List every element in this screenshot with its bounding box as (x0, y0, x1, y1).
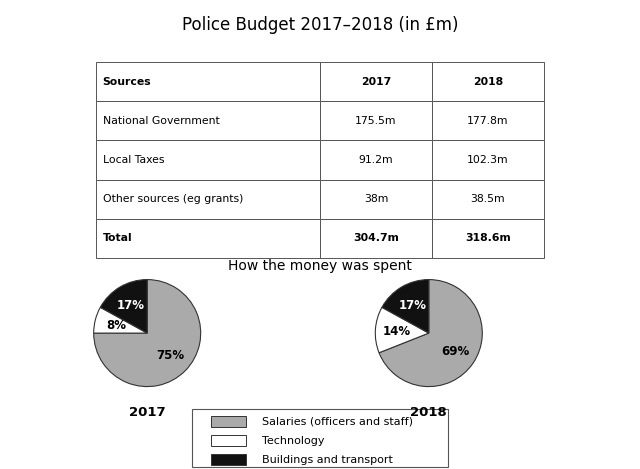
Bar (192, 408, 448, 467)
Text: 38m: 38m (364, 194, 388, 204)
Text: 318.6m: 318.6m (465, 234, 511, 243)
Text: Local Taxes: Local Taxes (102, 155, 164, 165)
Text: 38.5m: 38.5m (470, 194, 506, 204)
Text: 304.7m: 304.7m (353, 234, 399, 243)
Text: 2017: 2017 (361, 76, 391, 86)
Bar (211, 454, 246, 465)
Text: Technology: Technology (262, 436, 325, 446)
Bar (320, 180, 432, 219)
Text: 175.5m: 175.5m (355, 116, 397, 126)
Bar (320, 62, 432, 101)
Text: Buildings and transport: Buildings and transport (262, 454, 393, 464)
Bar (320, 219, 432, 258)
Bar (96, 219, 320, 258)
Bar (96, 62, 320, 101)
Text: 2018: 2018 (410, 407, 447, 419)
Text: 91.2m: 91.2m (358, 155, 394, 165)
Text: Other sources (eg grants): Other sources (eg grants) (102, 194, 243, 204)
Bar (432, 180, 544, 219)
Bar (432, 140, 544, 180)
Text: Police Budget 2017–2018 (in £m): Police Budget 2017–2018 (in £m) (182, 16, 458, 34)
Bar (320, 101, 432, 140)
Text: How the money was spent: How the money was spent (228, 259, 412, 272)
Bar (211, 435, 246, 446)
Text: 102.3m: 102.3m (467, 155, 509, 165)
Bar (320, 140, 432, 180)
Text: 2018: 2018 (473, 76, 503, 86)
Text: 177.8m: 177.8m (467, 116, 509, 126)
Text: Salaries (officers and staff): Salaries (officers and staff) (262, 416, 413, 426)
Bar (96, 180, 320, 219)
Bar (96, 140, 320, 180)
Bar (211, 416, 246, 427)
Text: 2017: 2017 (129, 407, 166, 419)
Bar (432, 101, 544, 140)
Text: National Government: National Government (102, 116, 220, 126)
Bar (96, 101, 320, 140)
Text: Sources: Sources (102, 76, 151, 86)
Text: Total: Total (102, 234, 132, 243)
Bar (432, 62, 544, 101)
Bar (432, 219, 544, 258)
